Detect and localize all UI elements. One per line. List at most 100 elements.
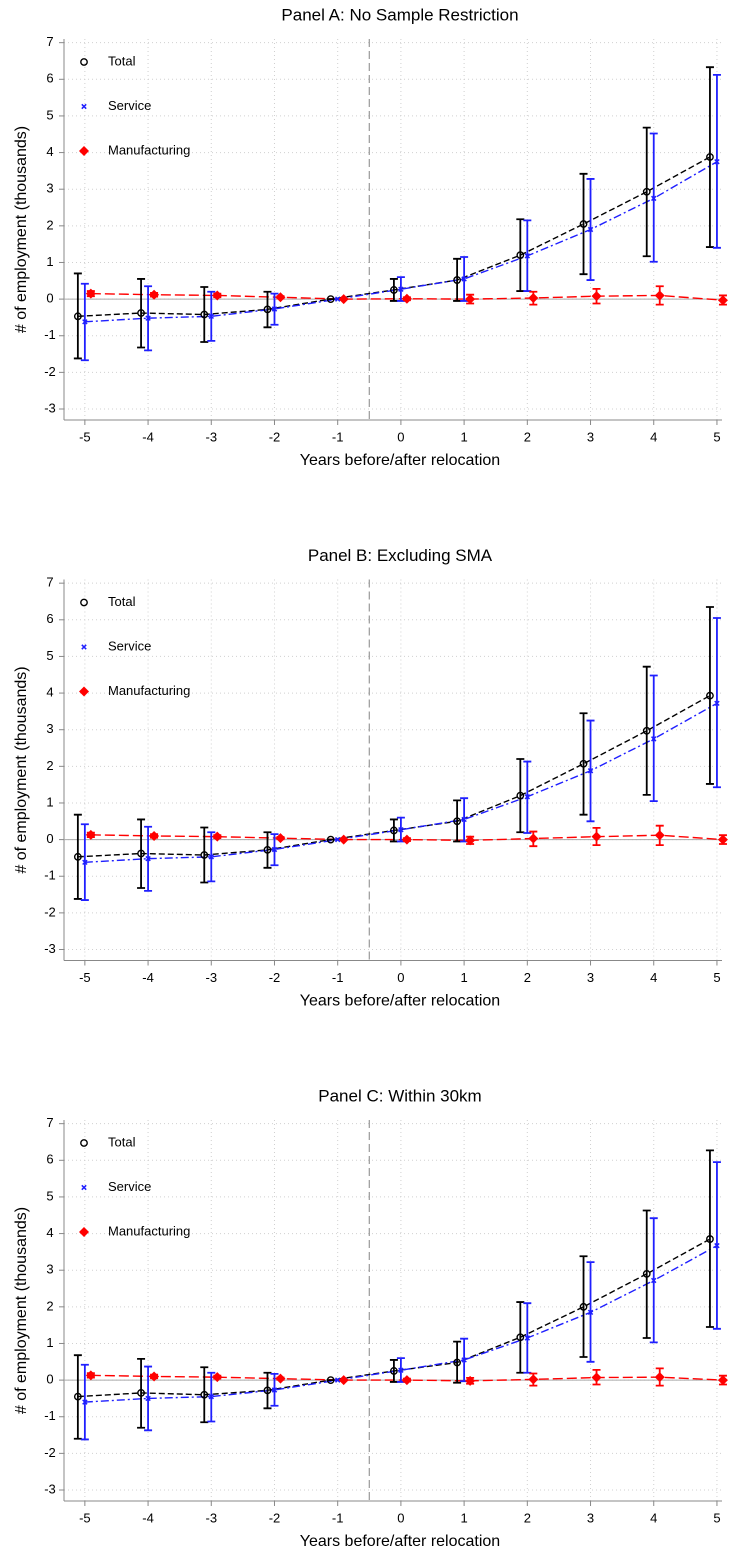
marker-circle (326, 1376, 335, 1385)
marker-diamond (149, 1371, 160, 1382)
marker-x (82, 859, 88, 866)
chart-title: Panel C: Within 30km (318, 1086, 481, 1105)
x-tick-label: -2 (269, 429, 281, 444)
marker-circle (137, 849, 145, 858)
marker-x (208, 313, 215, 320)
marker-circle (263, 845, 272, 854)
marker-diamond (85, 829, 96, 840)
error-bar (705, 66, 714, 248)
marker-circle (390, 286, 398, 294)
marker-x (714, 158, 720, 165)
marker-circle (706, 1235, 714, 1243)
x-tick-label: 1 (460, 1510, 467, 1525)
marker-circle (326, 835, 335, 844)
marker-x (82, 319, 88, 325)
marker-x (271, 306, 278, 312)
error-bar (516, 218, 525, 292)
y-tick-label: 5 (46, 1188, 53, 1203)
marker-diamond (85, 288, 96, 299)
legend-label: Manufacturing (108, 683, 190, 698)
marker-x (651, 1277, 657, 1284)
legend-label: Total (108, 1134, 136, 1149)
y-tick-label: 4 (46, 144, 53, 159)
marker-diamond (338, 294, 349, 305)
legend-label: Total (108, 53, 136, 68)
x-tick-label: -3 (205, 970, 217, 985)
y-tick-label: 4 (46, 1225, 53, 1240)
panel: Panel A: No Sample Restriction Years befo… (13, 5, 728, 469)
x-tick-label: -4 (142, 970, 154, 985)
y-tick-label: 1 (46, 254, 53, 269)
marker-circle (137, 309, 145, 317)
x-tick-label: -4 (142, 1510, 154, 1525)
marker-x (81, 1184, 87, 1191)
x-tick-label: -3 (205, 429, 217, 444)
legend-label: Manufacturing (108, 1223, 190, 1238)
marker-diamond (465, 294, 476, 305)
marker-circle (73, 312, 82, 321)
marker-diamond (654, 830, 665, 841)
legend-label: Manufacturing (108, 142, 190, 157)
y-tick-label: 0 (46, 291, 53, 306)
marker-diamond (212, 290, 223, 301)
marker-circle (200, 310, 209, 319)
error-bar (516, 758, 525, 834)
marker-diamond (528, 1374, 539, 1385)
marker-x (208, 1393, 215, 1400)
x-tick-label: 5 (713, 970, 720, 985)
marker-x (398, 1367, 404, 1373)
error-bar (263, 831, 272, 869)
error-bar (73, 272, 82, 360)
x-tick-label: 4 (650, 1510, 657, 1525)
marker-circle (453, 1358, 462, 1367)
error-bar (389, 278, 398, 302)
error-bar (137, 818, 146, 889)
y-tick-label: -1 (44, 1408, 56, 1423)
marker-circle (263, 305, 272, 314)
marker-diamond (338, 1375, 349, 1386)
y-tick-label: -2 (44, 1445, 56, 1460)
marker-diamond (338, 834, 349, 845)
error-bar (516, 1301, 525, 1374)
marker-x (334, 296, 341, 302)
x-tick-label: -5 (79, 429, 91, 444)
marker-x (334, 836, 341, 843)
y-tick-label: -2 (44, 904, 56, 919)
marker-diamond (465, 835, 476, 846)
marker-diamond (275, 1373, 286, 1384)
marker-circle (326, 295, 335, 304)
x-tick-label: -4 (142, 429, 154, 444)
marker-diamond (401, 293, 412, 304)
series-line (84, 1245, 718, 1403)
legend-label: Total (108, 594, 136, 609)
x-tick-label: 1 (460, 429, 467, 444)
error-bar (453, 799, 462, 843)
marker-x (82, 1399, 88, 1405)
x-tick-label: -1 (332, 429, 344, 444)
legend-label: Service (108, 98, 151, 113)
x-tick-label: 2 (524, 1510, 531, 1525)
y-tick-label: 0 (46, 831, 53, 846)
marker-circle (579, 220, 588, 228)
panel: Panel B: Excluding SMA Years before/after… (13, 546, 728, 1010)
x-tick-label: -5 (79, 970, 91, 985)
marker-x (461, 816, 467, 823)
x-tick-label: 1 (460, 970, 467, 985)
marker-circle (80, 1139, 88, 1147)
marker-circle (579, 759, 588, 768)
legend-label: Service (108, 1179, 151, 1194)
marker-x (334, 1377, 341, 1383)
y-tick-label: -3 (44, 1481, 56, 1496)
y-tick-label: 6 (46, 611, 53, 626)
marker-diamond (212, 831, 223, 842)
y-tick-label: -1 (44, 327, 56, 342)
marker-circle (706, 691, 714, 700)
error-bar (642, 665, 651, 796)
marker-circle (453, 817, 462, 826)
marker-x (81, 644, 87, 650)
marker-circle (80, 58, 88, 66)
marker-diamond (275, 292, 286, 303)
marker-circle (516, 1333, 525, 1342)
marker-x (271, 846, 278, 853)
y-tick-label: -3 (44, 400, 56, 415)
